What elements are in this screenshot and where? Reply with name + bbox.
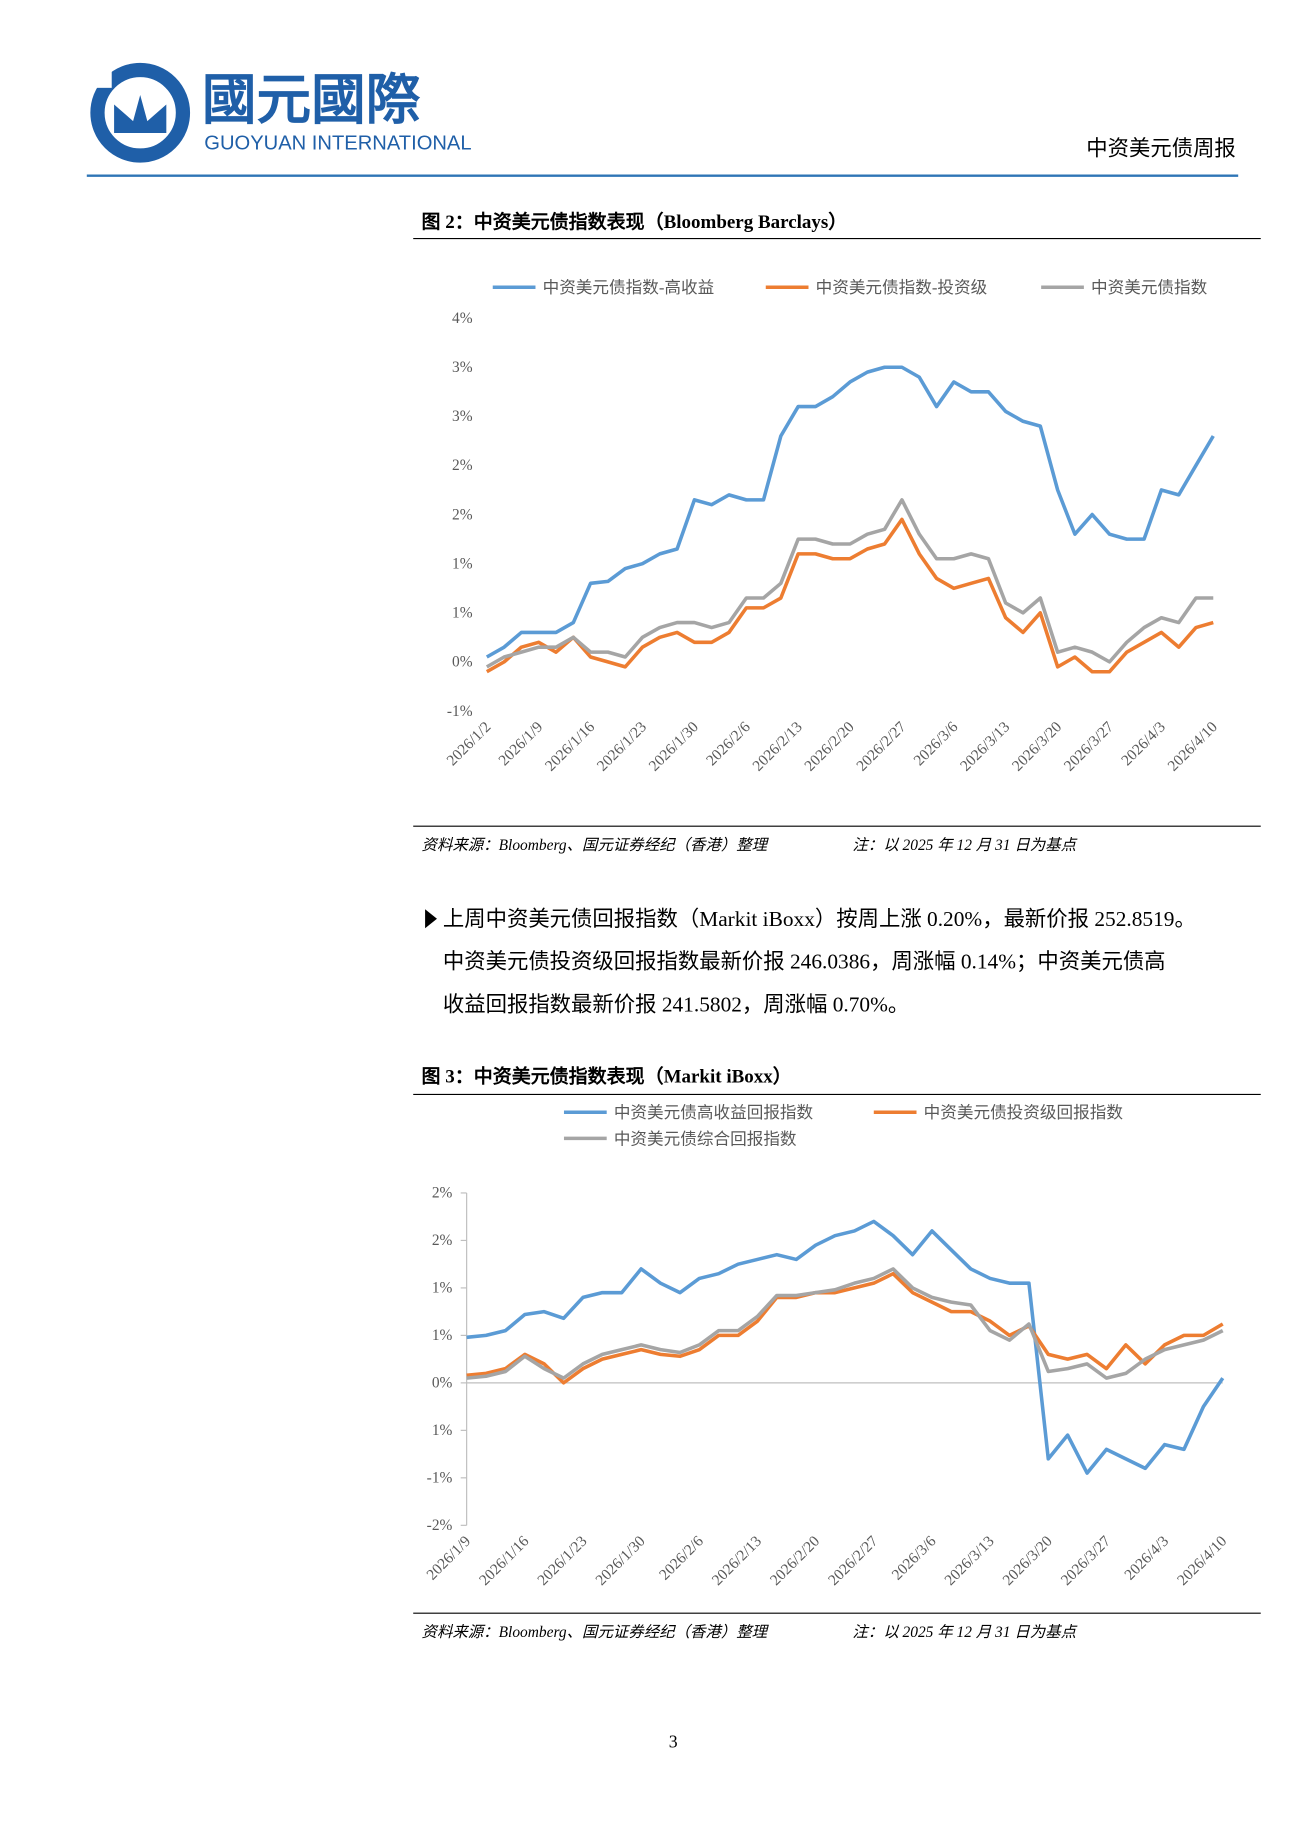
x-tick-label: 2026/4/3 — [1121, 1533, 1172, 1584]
x-tick-label: 2026/1/30 — [592, 1533, 648, 1589]
y-tick-label: 2% — [432, 1232, 453, 1249]
x-tick-label: 2026/4/10 — [1174, 1533, 1230, 1589]
logo — [90, 62, 191, 163]
x-tick-label: 2026/2/6 — [703, 718, 754, 769]
x-tick-label: 2026/1/16 — [542, 718, 598, 774]
series-line — [466, 1219, 1225, 1475]
logo-cn: 國元國際 — [202, 68, 421, 132]
body-line: 收益回报指数最新价报 241.5802，周涨幅 0.70%。 — [443, 992, 909, 1016]
y-tick-label: 2% — [452, 506, 473, 523]
note: 注：以 2025 年 12 月 31 日为基点 — [852, 836, 1077, 854]
x-tick-label: 2026/1/9 — [495, 718, 546, 769]
x-tick-label: 2026/1/23 — [534, 1533, 590, 1589]
y-tick-label: 1% — [432, 1327, 453, 1344]
x-tick-label: 2026/1/16 — [476, 1533, 532, 1589]
legend-label: 中资美元债综合回报指数 — [614, 1129, 797, 1148]
x-tick-label: 2026/2/27 — [825, 1533, 881, 1589]
note: 注：以 2025 年 12 月 31 日为基点 — [852, 1623, 1077, 1641]
y-tick-label: 0% — [452, 654, 473, 671]
legend-label: 中资美元债高收益回报指数 — [614, 1103, 814, 1122]
y-tick-label: 0% — [432, 1375, 453, 1392]
x-tick-label: 2026/2/13 — [749, 718, 805, 774]
x-tick-label: 2026/1/30 — [646, 718, 702, 774]
x-tick-label: 2026/2/27 — [853, 718, 909, 774]
y-tick-label: 1% — [432, 1280, 453, 1297]
x-tick-label: 2026/2/13 — [709, 1533, 765, 1589]
x-tick-label: 2026/1/9 — [423, 1533, 474, 1584]
x-tick-label: 2026/3/13 — [941, 1533, 997, 1589]
report-name: 中资美元债周报 — [1086, 136, 1236, 160]
y-tick-label: 3% — [452, 408, 473, 425]
x-tick-label: 2026/2/6 — [656, 1533, 707, 1584]
logo-mark — [114, 94, 167, 133]
x-tick-label: 2026/3/6 — [889, 1533, 940, 1584]
legend-label: 中资美元债指数-投资级 — [816, 278, 988, 297]
source: 资料来源：Bloomberg、国元证券经纪（香港）整理 — [422, 836, 770, 854]
y-tick-label: -2% — [427, 1517, 453, 1534]
x-tick-label: 2026/3/27 — [1061, 718, 1117, 774]
legend-label: 中资美元债投资级回报指数 — [924, 1103, 1124, 1122]
series-line — [485, 498, 1214, 669]
y-tick-label: 2% — [452, 457, 473, 474]
logo-ring — [90, 62, 191, 163]
y-tick-label: 1% — [452, 555, 473, 572]
legend-label: 中资美元债指数-高收益 — [543, 278, 715, 297]
series-line — [466, 1271, 1224, 1385]
y-tick-label: -1% — [427, 1470, 453, 1487]
logo-gap — [95, 71, 112, 88]
series-line — [485, 517, 1214, 674]
x-tick-label: 2026/3/20 — [1000, 1533, 1056, 1589]
x-tick-label: 2026/3/13 — [957, 718, 1013, 774]
body-line: 上周中资美元债回报指数（Markit iBoxx）按周上涨 0.20%，最新价报… — [443, 907, 1196, 931]
logo-en: GUOYUAN INTERNATIONAL — [204, 133, 471, 155]
y-tick-label: 2% — [432, 1185, 453, 1202]
x-tick-label: 2026/1/23 — [594, 718, 650, 774]
page-number: 3 — [669, 1731, 678, 1751]
x-tick-label: 2026/3/20 — [1009, 718, 1065, 774]
y-tick-label: 1% — [432, 1422, 453, 1439]
y-tick-label: 3% — [452, 359, 473, 376]
y-tick-label: 1% — [452, 605, 473, 622]
x-tick-label: 2026/1/2 — [444, 718, 495, 769]
legend-label: 中资美元债指数 — [1091, 278, 1208, 297]
figure-title: 图 2：中资美元债指数表现（Bloomberg Barclays） — [422, 210, 848, 233]
x-tick-label: 2026/4/10 — [1165, 718, 1221, 774]
x-tick-label: 2026/3/6 — [911, 718, 962, 769]
x-tick-label: 2026/2/20 — [767, 1533, 823, 1589]
series-line — [466, 1267, 1224, 1380]
x-tick-label: 2026/4/3 — [1118, 718, 1169, 769]
x-tick-label: 2026/3/27 — [1058, 1533, 1114, 1589]
bullet — [425, 909, 437, 929]
x-tick-label: 2026/2/20 — [801, 718, 857, 774]
figure-title: 图 3：中资美元债指数表现（Markit iBoxx） — [422, 1065, 792, 1088]
y-tick-label: 4% — [452, 310, 473, 327]
series-line — [485, 365, 1215, 659]
y-tick-label: -1% — [447, 703, 473, 720]
source: 资料来源：Bloomberg、国元证券经纪（香港）整理 — [422, 1623, 770, 1641]
body-line: 中资美元债投资级回报指数最新价报 246.0386，周涨幅 0.14%；中资美元… — [443, 950, 1166, 974]
